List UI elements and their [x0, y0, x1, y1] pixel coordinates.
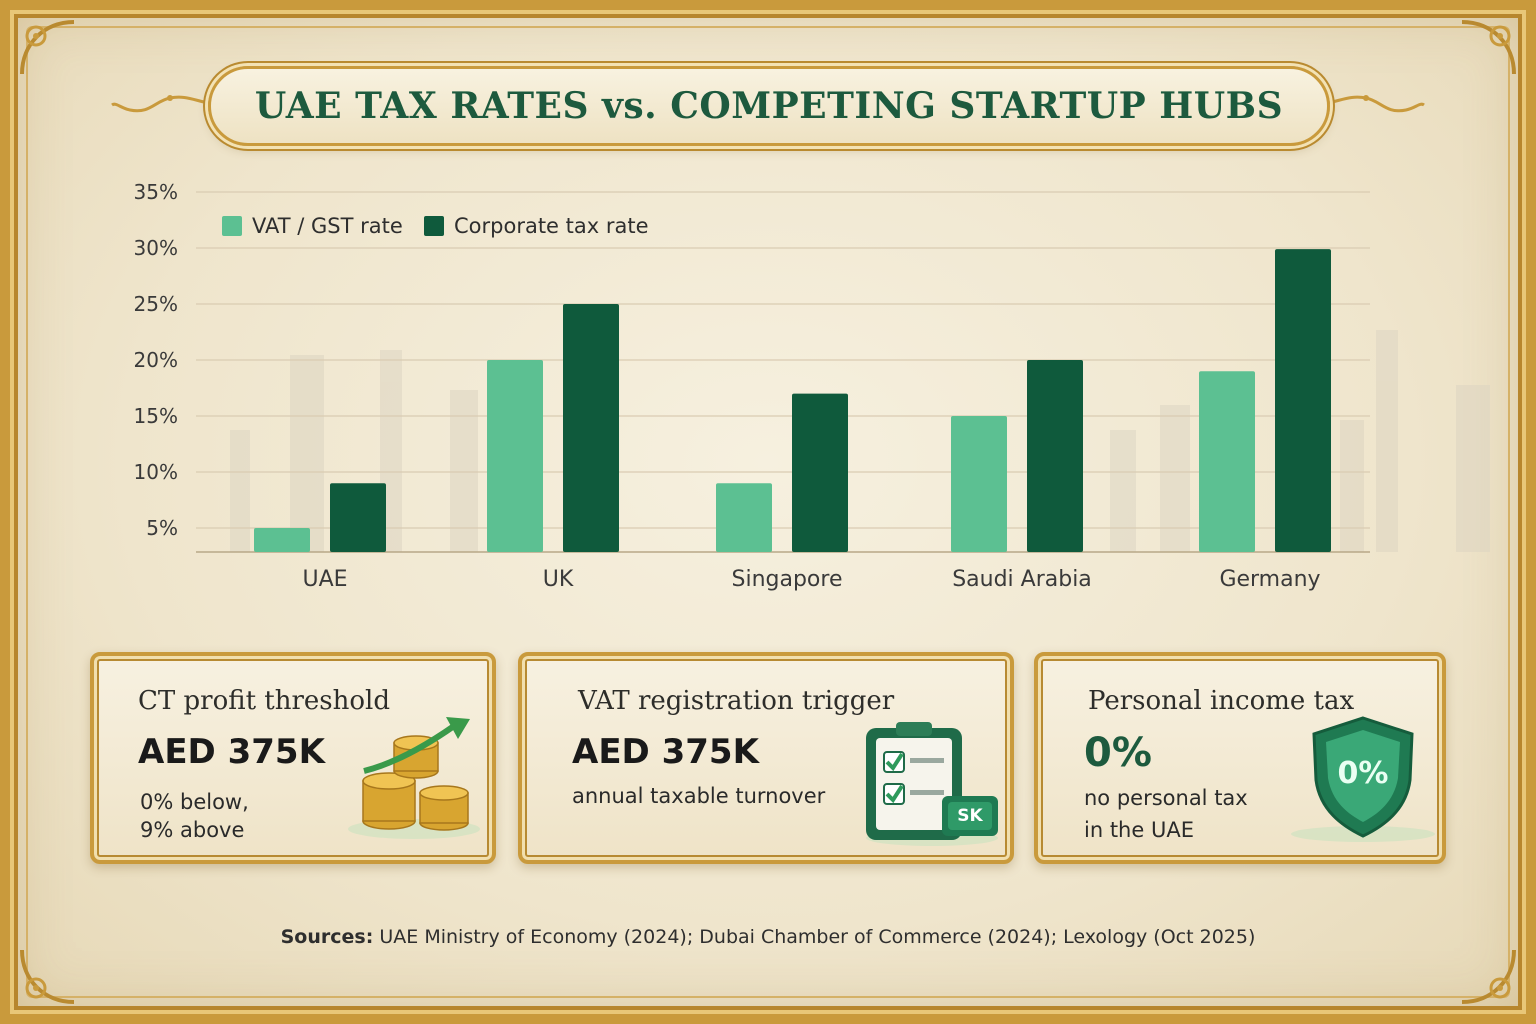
corner-ornament-icon	[20, 949, 75, 1004]
x-axis-ticks: UAE UK Singapore Saudi Arabia Germany	[302, 567, 1320, 592]
y-tick-label: 15%	[134, 404, 178, 428]
card-subtext: in the UAE	[1084, 818, 1194, 842]
sources-label: Sources:	[280, 926, 374, 948]
y-tick-label: 35%	[134, 180, 178, 204]
inner-border	[26, 26, 1510, 998]
bar-corporate-germany	[1275, 249, 1331, 552]
legend-swatch	[424, 216, 444, 236]
card-title: Personal income tax	[1088, 686, 1355, 716]
legend-swatch	[222, 216, 242, 236]
x-tick-label: UAE	[302, 567, 347, 592]
card-vat-trigger: VAT registration trigger AED 375K annual…	[518, 652, 1014, 864]
gold-coins-growth-icon	[348, 717, 480, 839]
card-title: VAT registration trigger	[578, 686, 895, 716]
flourish-left-icon	[111, 95, 229, 113]
bar-vat-saudi-arabia	[951, 416, 1007, 552]
card-subtext: 0% below,	[140, 790, 249, 814]
bars	[254, 249, 1331, 552]
legend-label: VAT / GST rate	[252, 214, 403, 238]
card-value: AED 375K	[572, 732, 759, 772]
card-title: CT profit threshold	[138, 686, 390, 716]
sources-footnote: Sources: UAE Ministry of Economy (2024);…	[0, 926, 1536, 948]
y-tick-label: 30%	[134, 236, 178, 260]
bar-vat-uk	[487, 360, 543, 552]
gridlines	[196, 191, 1370, 553]
card-subtext: annual taxable turnover	[572, 784, 826, 808]
y-tick-label: 20%	[134, 348, 178, 372]
card-subtext: 9% above	[140, 818, 245, 842]
y-tick-label: 5%	[146, 516, 178, 540]
corner-ornament-icon	[1461, 949, 1516, 1004]
flourish-right-icon	[1307, 95, 1425, 113]
checklist-clipboard-icon: SK	[862, 718, 1002, 848]
shield-label: 0%	[1337, 756, 1389, 791]
y-tick-label: 25%	[134, 292, 178, 316]
y-axis-ticks: 5% 10% 15% 20% 25% 30% 35%	[134, 180, 178, 540]
corner-ornament-icon	[20, 20, 75, 75]
legend-label: Corporate tax rate	[454, 214, 649, 238]
card-value: 0%	[1084, 730, 1152, 776]
x-tick-label: UK	[543, 567, 574, 592]
legend: VAT / GST rate Corporate tax rate	[222, 214, 649, 238]
sources-text: UAE Ministry of Economy (2024); Dubai Ch…	[379, 926, 1256, 948]
bar-corporate-saudi-arabia	[1027, 360, 1083, 552]
card-subtext: no personal tax	[1084, 786, 1248, 810]
card-value: AED 375K	[138, 732, 325, 772]
sk-badge-label: SK	[957, 806, 983, 826]
bar-vat-uae	[254, 528, 310, 552]
x-tick-label: Germany	[1219, 567, 1320, 592]
title-banner: UAE TAX RATES vs. COMPETING STARTUP HUBS	[208, 66, 1330, 146]
card-personal-income-tax: Personal income tax 0% no personal tax i…	[1034, 652, 1446, 864]
bar-corporate-uae	[330, 483, 386, 552]
card-ct-threshold: CT profit threshold AED 375K 0% below, 9…	[90, 652, 496, 864]
bar-vat-germany	[1199, 371, 1255, 552]
skyline-backdrop	[230, 330, 1490, 552]
bar-corporate-singapore	[792, 393, 848, 552]
x-tick-label: Saudi Arabia	[952, 567, 1092, 592]
x-tick-label: Singapore	[732, 567, 843, 592]
bar-vat-singapore	[716, 483, 772, 552]
chart-title: UAE TAX RATES vs. COMPETING STARTUP HUBS	[254, 85, 1284, 127]
bar-corporate-uk	[563, 304, 619, 552]
bar-chart: 5% 10% 15% 20% 25% 30% 35% UAE UK Singapore Saudi…	[133, 180, 1490, 592]
shield-zero-percent-icon: 0%	[1288, 714, 1438, 844]
corner-ornament-icon	[1461, 20, 1516, 75]
y-tick-label: 10%	[134, 460, 178, 484]
